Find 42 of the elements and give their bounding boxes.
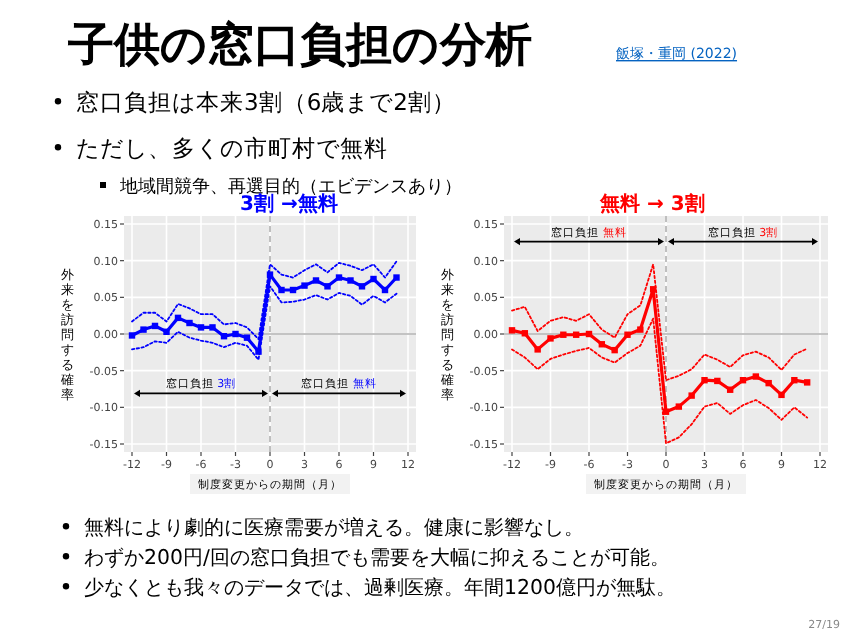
point <box>791 377 798 384</box>
point <box>370 275 377 283</box>
point <box>637 326 644 333</box>
point <box>547 335 554 342</box>
text: わずか200円/回の窓口負担でも需要を大幅に抑えることが可能。 <box>84 546 670 570</box>
chart-title: 無料 → 3割 <box>598 192 705 216</box>
point <box>393 274 400 281</box>
point <box>358 283 366 290</box>
text: 窓口負担は本来3割（6歳まで2割） <box>76 88 456 116</box>
text: 少なくとも我々のデータでは、過剰医療。年間1200億円が無駄。 <box>84 576 676 600</box>
point <box>534 346 541 353</box>
text: ただし、多くの市町村で無料 <box>76 134 388 162</box>
point <box>128 332 136 339</box>
point <box>778 391 785 399</box>
point <box>312 277 320 284</box>
point <box>803 379 811 386</box>
text: 無料により劇的に医療需要が増える。健康に影響なし。 <box>84 516 584 540</box>
point <box>163 328 170 335</box>
point <box>701 377 708 384</box>
point <box>611 346 618 354</box>
point <box>324 283 331 290</box>
point <box>752 373 760 380</box>
text: 子供の窓口負担の分析 <box>66 18 532 72</box>
point <box>232 330 239 338</box>
point <box>255 348 262 355</box>
point <box>278 286 285 294</box>
point <box>347 277 354 284</box>
point <box>186 319 193 327</box>
chart-title: 3割 →無料 <box>240 192 338 216</box>
point <box>243 334 251 341</box>
point <box>301 282 308 289</box>
point <box>508 327 516 334</box>
point <box>335 274 343 281</box>
point <box>765 379 772 387</box>
point <box>675 403 683 410</box>
point <box>209 324 216 331</box>
point <box>688 392 695 399</box>
point <box>714 377 721 385</box>
point <box>140 326 147 333</box>
point <box>197 324 205 331</box>
point <box>624 331 631 338</box>
point <box>560 331 567 338</box>
